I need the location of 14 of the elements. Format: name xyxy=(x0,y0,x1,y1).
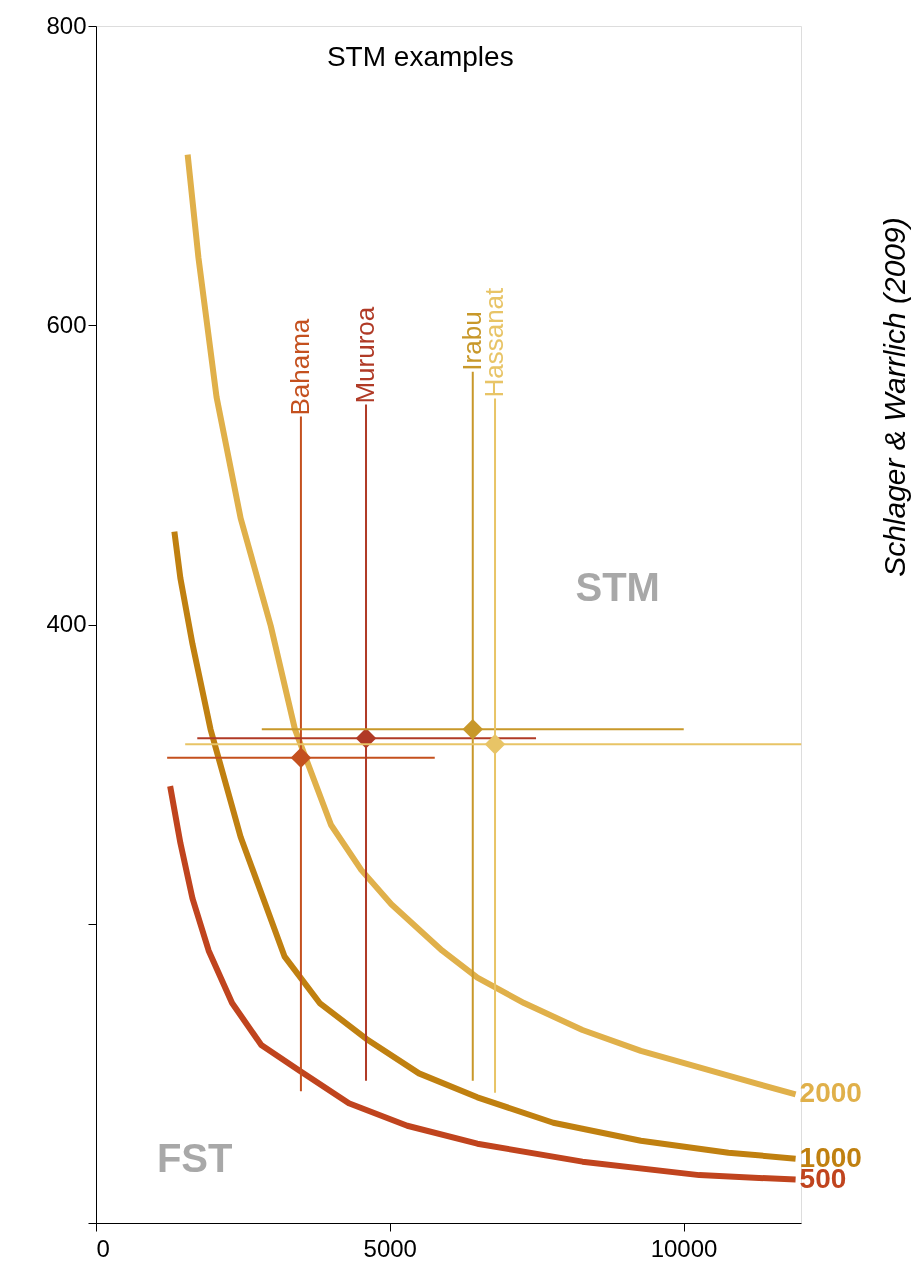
text: Bahama xyxy=(284,318,315,416)
x-tick-label: 10000 xyxy=(650,1234,718,1262)
x-tick-label: 5000 xyxy=(363,1234,417,1262)
annotation: STM xyxy=(575,564,660,609)
text: Schlager & Warrlich (2009) xyxy=(878,217,911,577)
text: STM examples xyxy=(326,41,514,72)
series-label: 2000 xyxy=(799,1077,862,1109)
text: Irabu xyxy=(456,311,487,371)
y-tick-label: 800 xyxy=(46,11,87,39)
x-tick-label: 0 xyxy=(96,1234,110,1262)
y-tick-label: 600 xyxy=(46,310,87,338)
text: Mururoa xyxy=(350,306,381,404)
annotation: FST xyxy=(156,1135,233,1180)
y-tick-label: 400 xyxy=(46,610,87,637)
